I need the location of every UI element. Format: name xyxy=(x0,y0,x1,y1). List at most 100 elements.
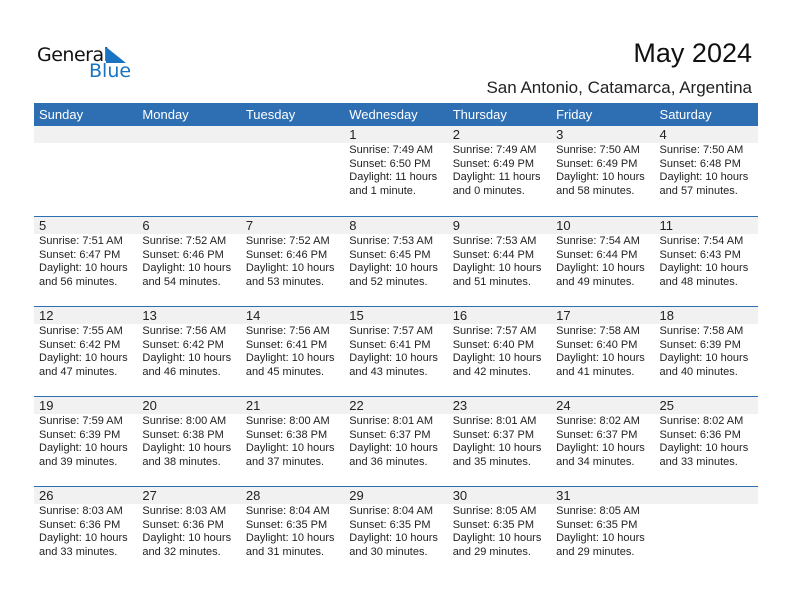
sunrise-text: Sunrise: 7:57 AM xyxy=(349,325,434,337)
sunset-text: Sunset: 6:36 PM xyxy=(142,518,224,531)
sunrise-text: Sunrise: 7:49 AM xyxy=(452,144,537,156)
sunrise-text: Sunrise: 8:03 AM xyxy=(39,505,123,517)
day-info: Sunrise: 8:02 AM Sunset: 6:36 PM Dayligh… xyxy=(660,415,758,469)
day-cell: 7 Sunrise: 7:52 AM Sunset: 6:46 PM Dayli… xyxy=(241,217,344,306)
daylight-text: Daylight: 10 hours xyxy=(39,442,128,454)
day-cell: 2 Sunrise: 7:49 AM Sunset: 6:49 PM Dayli… xyxy=(448,126,551,216)
day-number: 23 xyxy=(452,398,468,413)
day-cell: 1 Sunrise: 7:49 AM Sunset: 6:50 PM Dayli… xyxy=(344,126,447,216)
day-number: 5 xyxy=(39,218,47,233)
day-info: Sunrise: 7:53 AM Sunset: 6:44 PM Dayligh… xyxy=(453,235,551,289)
daylight-text: Daylight: 10 hours xyxy=(556,262,645,274)
day-info: Sunrise: 7:56 AM Sunset: 6:42 PM Dayligh… xyxy=(142,325,240,379)
sunrise-text: Sunrise: 7:58 AM xyxy=(659,325,744,337)
day-number-band xyxy=(34,126,758,143)
day-cell: 9 Sunrise: 7:53 AM Sunset: 6:44 PM Dayli… xyxy=(448,217,551,306)
day-info: Sunrise: 8:05 AM Sunset: 6:35 PM Dayligh… xyxy=(453,505,551,559)
daylight-minutes-text: and 43 minutes. xyxy=(349,365,428,378)
daylight-text: Daylight: 10 hours xyxy=(245,532,335,544)
daylight-minutes-text: and 29 minutes. xyxy=(556,545,635,558)
day-cell: 22 Sunrise: 8:01 AM Sunset: 6:37 PM Dayl… xyxy=(344,397,447,486)
day-number: 14 xyxy=(245,308,261,323)
empty-cell xyxy=(34,126,137,216)
day-cell: 5 Sunrise: 7:51 AM Sunset: 6:47 PM Dayli… xyxy=(34,217,137,306)
day-info: Sunrise: 8:03 AM Sunset: 6:36 PM Dayligh… xyxy=(142,505,240,559)
sunrise-text: Sunrise: 7:56 AM xyxy=(245,325,330,337)
day-cell: 31 Sunrise: 8:05 AM Sunset: 6:35 PM Dayl… xyxy=(551,487,654,576)
empty-cell xyxy=(241,126,344,216)
daylight-text: Daylight: 10 hours xyxy=(142,442,232,454)
daylight-minutes-text: and 37 minutes. xyxy=(245,455,325,468)
daylight-text: Daylight: 10 hours xyxy=(245,262,335,274)
day-cell: 28 Sunrise: 8:04 AM Sunset: 6:35 PM Dayl… xyxy=(241,487,344,576)
daylight-text: Daylight: 10 hours xyxy=(142,532,232,544)
day-cell: 8 Sunrise: 7:53 AM Sunset: 6:45 PM Dayli… xyxy=(344,217,447,306)
sunset-text: Sunset: 6:42 PM xyxy=(39,338,121,351)
sunset-text: Sunset: 6:39 PM xyxy=(659,338,741,351)
day-number-band xyxy=(34,217,758,234)
daylight-minutes-text: and 33 minutes. xyxy=(39,545,118,558)
sunrise-text: Sunrise: 7:53 AM xyxy=(452,235,537,247)
sunrise-text: Sunrise: 7:58 AM xyxy=(556,325,640,337)
daylight-text: Daylight: 10 hours xyxy=(39,262,128,274)
daylight-text: Daylight: 10 hours xyxy=(452,262,542,274)
day-cell: 19 Sunrise: 7:59 AM Sunset: 6:39 PM Dayl… xyxy=(34,397,137,486)
daylight-minutes-text: and 38 minutes. xyxy=(142,455,221,468)
day-info: Sunrise: 7:56 AM Sunset: 6:41 PM Dayligh… xyxy=(246,325,344,379)
sunset-text: Sunset: 6:42 PM xyxy=(142,338,224,351)
daylight-text: Daylight: 10 hours xyxy=(142,262,232,274)
day-cell: 13 Sunrise: 7:56 AM Sunset: 6:42 PM Dayl… xyxy=(137,307,240,396)
day-number: 8 xyxy=(349,218,357,233)
sunset-text: Sunset: 6:50 PM xyxy=(349,157,431,170)
weekday-friday: Friday xyxy=(556,107,593,122)
day-info: Sunrise: 8:04 AM Sunset: 6:35 PM Dayligh… xyxy=(246,505,344,559)
day-info: Sunrise: 7:50 AM Sunset: 6:48 PM Dayligh… xyxy=(660,144,758,198)
daylight-text: Daylight: 10 hours xyxy=(349,352,438,364)
sunrise-text: Sunrise: 7:50 AM xyxy=(556,144,640,156)
day-cell: 15 Sunrise: 7:57 AM Sunset: 6:41 PM Dayl… xyxy=(344,307,447,396)
daylight-text: Daylight: 10 hours xyxy=(556,352,645,364)
daylight-minutes-text: and 1 minute. xyxy=(349,184,416,197)
day-info: Sunrise: 7:57 AM Sunset: 6:41 PM Dayligh… xyxy=(349,325,447,379)
day-info: Sunrise: 7:54 AM Sunset: 6:43 PM Dayligh… xyxy=(660,235,758,289)
day-info: Sunrise: 8:00 AM Sunset: 6:38 PM Dayligh… xyxy=(246,415,344,469)
day-number: 7 xyxy=(245,218,254,233)
day-cell: 4 Sunrise: 7:50 AM Sunset: 6:48 PM Dayli… xyxy=(655,126,758,216)
day-number: 30 xyxy=(452,488,468,503)
daylight-text: Daylight: 11 hours xyxy=(349,171,438,183)
sunrise-text: Sunrise: 8:00 AM xyxy=(142,415,227,427)
day-number: 3 xyxy=(556,127,564,142)
day-info: Sunrise: 8:04 AM Sunset: 6:35 PM Dayligh… xyxy=(349,505,447,559)
daylight-minutes-text: and 40 minutes. xyxy=(659,365,738,378)
weekday-saturday: Saturday xyxy=(659,107,712,122)
daylight-minutes-text: and 46 minutes. xyxy=(142,365,221,378)
daylight-minutes-text: and 51 minutes. xyxy=(452,275,531,288)
sunrise-text: Sunrise: 8:02 AM xyxy=(659,415,744,427)
weekday-monday: Monday xyxy=(142,107,189,122)
sunrise-text: Sunrise: 7:52 AM xyxy=(245,235,330,247)
day-number: 12 xyxy=(39,308,54,323)
daylight-text: Daylight: 10 hours xyxy=(349,532,438,544)
daylight-minutes-text: and 0 minutes. xyxy=(452,184,525,197)
daylight-minutes-text: and 48 minutes. xyxy=(659,275,738,288)
sunset-text: Sunset: 6:49 PM xyxy=(556,157,638,170)
daylight-minutes-text: and 42 minutes. xyxy=(452,365,531,378)
day-info: Sunrise: 7:58 AM Sunset: 6:39 PM Dayligh… xyxy=(660,325,758,379)
daylight-text: Daylight: 10 hours xyxy=(659,352,749,364)
day-info: Sunrise: 7:49 AM Sunset: 6:50 PM Dayligh… xyxy=(349,144,447,198)
day-number: 27 xyxy=(142,488,157,503)
sunrise-text: Sunrise: 7:53 AM xyxy=(349,235,434,247)
daylight-text: Daylight: 10 hours xyxy=(245,442,335,454)
day-info: Sunrise: 7:50 AM Sunset: 6:49 PM Dayligh… xyxy=(556,144,654,198)
sunrise-text: Sunrise: 8:00 AM xyxy=(245,415,330,427)
page-title: May 2024 xyxy=(633,38,752,68)
sunset-text: Sunset: 6:43 PM xyxy=(659,248,741,261)
daylight-minutes-text: and 54 minutes. xyxy=(142,275,221,288)
daylight-text: Daylight: 11 hours xyxy=(452,171,541,183)
daylight-minutes-text: and 29 minutes. xyxy=(452,545,531,558)
daylight-text: Daylight: 10 hours xyxy=(452,442,542,454)
day-info: Sunrise: 7:51 AM Sunset: 6:47 PM Dayligh… xyxy=(39,235,137,289)
logo-text-blue: Blue xyxy=(89,60,132,82)
day-cell: 23 Sunrise: 8:01 AM Sunset: 6:37 PM Dayl… xyxy=(448,397,551,486)
day-number-band xyxy=(34,397,758,414)
